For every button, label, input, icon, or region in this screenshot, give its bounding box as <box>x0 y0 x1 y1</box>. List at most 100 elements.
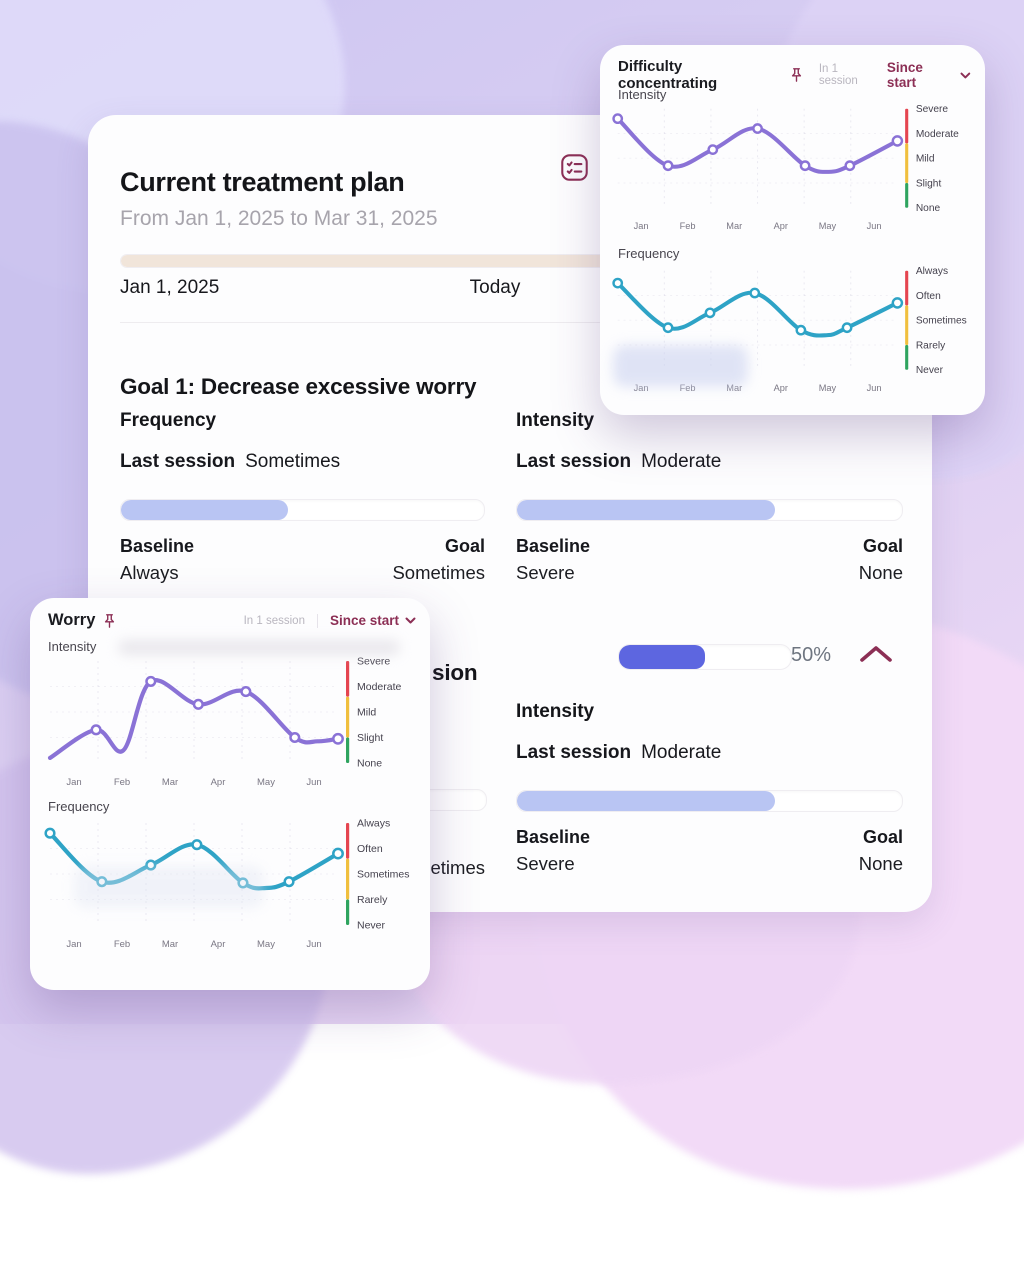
worry-intensity-chart: Jan Feb Mar Apr May Jun Severe Moderate Mild Slig… <box>40 651 420 791</box>
goal2-heading-fragment: sion <box>432 659 478 685</box>
svg-text:Sometimes: Sometimes <box>357 869 410 881</box>
svg-text:Never: Never <box>916 365 944 376</box>
goal2-intensity-panel: Intensity Last session Moderate Baseline … <box>516 701 903 875</box>
chart-metric-label: Intensity <box>48 639 97 654</box>
worry-card: Worry In 1 session Since start Intensity… <box>30 598 430 990</box>
svg-text:Jun: Jun <box>306 777 321 788</box>
svg-text:Jan: Jan <box>634 383 649 393</box>
goal2-progress-percent: 50% <box>791 644 832 666</box>
baseline-value: Severe <box>516 853 575 874</box>
goal-value: Sometimes <box>392 562 485 583</box>
goal1-intensity-progress-bar <box>516 499 903 521</box>
chart-metric-label: Frequency <box>618 246 680 261</box>
last-session-value: Moderate <box>641 742 722 763</box>
svg-text:Rarely: Rarely <box>357 894 388 906</box>
svg-text:Mar: Mar <box>162 939 178 950</box>
svg-text:Severe: Severe <box>916 104 949 115</box>
baseline-label: Baseline <box>516 536 591 556</box>
svg-text:Jun: Jun <box>867 383 882 393</box>
plan-date-range: From Jan 1, 2025 to Mar 31, 2025 <box>120 207 438 230</box>
svg-text:May: May <box>257 939 275 950</box>
worry-frequency-chart: Jan Feb Mar Apr May Jun Always Often Sometimes Ra… <box>40 813 420 953</box>
goal2-progress-pill <box>618 644 792 670</box>
progress-fill <box>517 791 775 811</box>
chevron-up-icon[interactable] <box>859 645 893 663</box>
svg-text:Jan: Jan <box>66 939 81 950</box>
card-title: Difficulty concentrating <box>618 58 718 92</box>
pin-icon[interactable] <box>790 67 803 83</box>
svg-text:None: None <box>357 758 382 770</box>
metric-label: Intensity <box>516 701 595 722</box>
baseline-label: Baseline <box>120 536 195 556</box>
metric-label: Frequency <box>120 410 217 431</box>
baseline-value: Severe <box>516 562 575 583</box>
divider <box>120 322 903 323</box>
svg-text:Always: Always <box>357 818 390 830</box>
svg-text:Never: Never <box>357 920 386 932</box>
svg-text:Slight: Slight <box>916 178 942 189</box>
goal-value: None <box>858 562 903 583</box>
difficulty-frequency-chart: Jan Feb Mar Apr May Jun Always Often Sometimes Ra… <box>608 261 977 397</box>
goal1-frequency-panel: Frequency Last session Sometimes Baseline… <box>120 410 485 584</box>
pin-icon[interactable] <box>103 613 116 629</box>
plan-timeline-fill <box>121 255 748 267</box>
svg-text:Feb: Feb <box>114 939 130 950</box>
baseline-label: Baseline <box>516 827 591 847</box>
svg-text:Always: Always <box>916 266 948 277</box>
chevron-down-icon <box>960 72 971 78</box>
goal1-frequency-progress-bar <box>120 499 485 521</box>
goal-label: Goal <box>862 827 903 847</box>
svg-text:Feb: Feb <box>114 777 130 788</box>
svg-text:Mar: Mar <box>726 221 742 231</box>
baseline-value: Always <box>120 562 179 583</box>
svg-text:Jan: Jan <box>66 777 81 788</box>
svg-text:Moderate: Moderate <box>916 129 959 140</box>
goal-label: Goal <box>444 536 485 556</box>
chart-metric-label: Frequency <box>48 799 110 814</box>
svg-text:Often: Often <box>916 291 941 302</box>
svg-text:Mar: Mar <box>726 383 742 393</box>
checklist-icon[interactable] <box>560 153 589 182</box>
svg-text:May: May <box>257 777 275 788</box>
svg-text:Jun: Jun <box>306 939 321 950</box>
page-title: Current treatment plan <box>120 167 405 198</box>
last-session-label: Last session <box>516 451 632 472</box>
progress-fill <box>121 500 288 520</box>
range-selector[interactable]: Since start <box>887 60 971 90</box>
chart-metric-label: Intensity <box>618 87 667 102</box>
card-header: Worry In 1 session Since start <box>30 598 430 630</box>
svg-text:Slight: Slight <box>357 732 383 744</box>
svg-text:Mild: Mild <box>357 707 376 719</box>
last-session-value: Sometimes <box>245 451 341 472</box>
divider <box>316 613 318 628</box>
range-selector[interactable]: Since start <box>330 613 416 628</box>
svg-text:Mar: Mar <box>162 777 178 788</box>
progress-fill <box>517 500 775 520</box>
svg-text:Apr: Apr <box>211 939 226 950</box>
difficulty-concentrating-card: Difficulty concentrating In 1 session Si… <box>600 45 985 415</box>
svg-text:Often: Often <box>357 843 383 855</box>
svg-text:Apr: Apr <box>774 383 788 393</box>
session-note: In 1 session <box>243 614 305 627</box>
svg-text:Apr: Apr <box>211 777 226 788</box>
svg-text:None: None <box>916 203 941 214</box>
svg-text:Moderate: Moderate <box>357 681 402 693</box>
svg-text:Sometimes: Sometimes <box>916 316 967 327</box>
goal-label: Goal <box>862 536 903 556</box>
svg-text:Jan: Jan <box>634 221 649 231</box>
svg-text:Jun: Jun <box>867 221 882 231</box>
chevron-down-icon <box>405 617 416 624</box>
card-title: Worry <box>48 611 96 629</box>
timeline-today-label: Today <box>469 277 521 298</box>
session-note: In 1 session <box>818 63 858 87</box>
timeline-start-label: Jan 1, 2025 <box>120 277 220 298</box>
svg-text:Severe: Severe <box>357 656 390 668</box>
svg-text:Apr: Apr <box>774 221 788 231</box>
difficulty-intensity-chart: Jan Feb Mar Apr May Jun Severe Moderate Mild Slig… <box>608 99 977 235</box>
goal-value: None <box>858 853 903 874</box>
last-session-value: Moderate <box>641 451 722 472</box>
svg-text:Feb: Feb <box>680 383 696 393</box>
svg-text:Feb: Feb <box>680 221 696 231</box>
progress-fill <box>619 645 705 669</box>
metric-label: Intensity <box>516 410 595 431</box>
